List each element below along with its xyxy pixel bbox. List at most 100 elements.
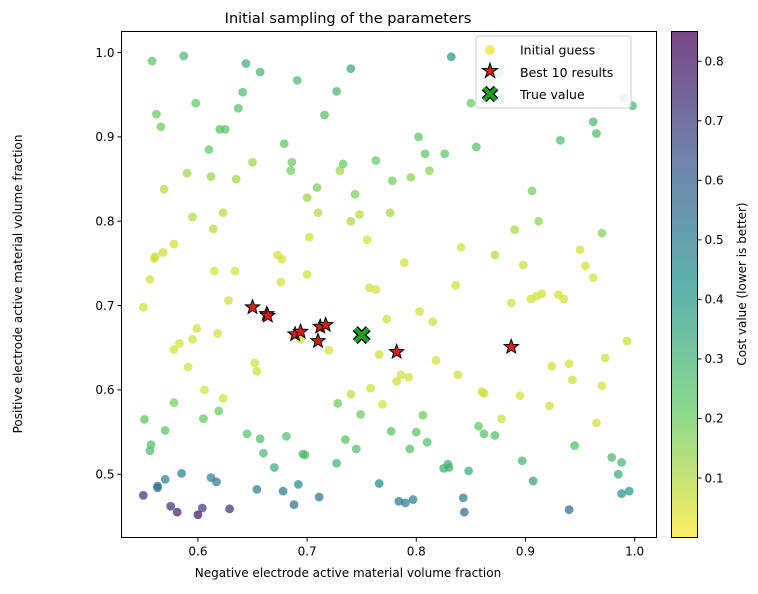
sample-point	[418, 410, 428, 420]
sample-point	[617, 458, 626, 467]
sample-point	[588, 117, 598, 127]
sample-point	[289, 500, 299, 510]
best-result-point	[502, 337, 520, 355]
sample-point	[564, 359, 574, 369]
sample-point	[597, 381, 607, 391]
sample-point	[312, 183, 322, 192]
sample-point	[479, 429, 489, 439]
true-value-point-fill	[353, 327, 370, 344]
sample-point	[518, 260, 528, 270]
sample-point	[559, 294, 569, 304]
sample-point	[371, 156, 381, 165]
sample-point	[192, 323, 202, 333]
sample-point	[392, 377, 402, 386]
sample-point	[188, 334, 197, 344]
sample-point	[404, 372, 414, 382]
sample-point	[378, 399, 387, 409]
best-result-point	[292, 322, 310, 339]
sample-point	[335, 166, 345, 176]
best-result-point	[309, 332, 327, 349]
sample-point	[350, 189, 360, 199]
sample-point	[208, 224, 218, 234]
sample-point	[218, 208, 228, 218]
sample-point	[166, 501, 176, 511]
sample-point	[138, 302, 148, 312]
sample-point	[332, 458, 341, 468]
sample-point	[314, 492, 324, 502]
sample-point	[209, 266, 219, 276]
sample-point	[456, 242, 466, 252]
sample-point	[169, 239, 179, 249]
sample-point	[252, 366, 262, 376]
sample-point	[515, 391, 525, 401]
sample-point	[510, 225, 519, 235]
sample-point	[600, 353, 610, 363]
sample-point	[411, 427, 421, 437]
sample-point	[597, 228, 607, 238]
sample-point	[287, 157, 297, 167]
sample-point	[400, 498, 410, 508]
sample-point	[224, 296, 233, 305]
sample-point	[386, 426, 396, 436]
sample-point	[248, 157, 257, 167]
legend-label-best-results: Best 10 results	[520, 65, 613, 80]
sample-point	[252, 485, 262, 494]
sample-point	[156, 122, 166, 132]
colorbar-tick-label: 0.7	[705, 114, 724, 128]
points-layer	[138, 51, 637, 520]
colorbar-label: Cost value (lower is better)	[735, 202, 749, 365]
sample-point	[346, 64, 356, 74]
sample-point	[490, 431, 500, 440]
sample-point	[206, 172, 216, 181]
sample-point	[191, 98, 201, 108]
sample-point	[431, 356, 441, 365]
sample-point	[382, 314, 392, 324]
sample-point	[453, 370, 463, 380]
sample-point	[255, 434, 265, 444]
sample-point	[212, 477, 221, 487]
sample-point	[459, 507, 469, 517]
sample-point	[575, 245, 585, 255]
sample-point	[374, 350, 384, 359]
sample-point	[444, 463, 454, 472]
y-tick-label: 0.6	[95, 383, 114, 397]
sample-point	[464, 466, 474, 476]
x-tick-label: 0.6	[188, 545, 207, 559]
legend-label-initial-guess: Initial guess	[520, 43, 595, 58]
sample-point	[405, 444, 415, 454]
sample-point	[302, 269, 312, 279]
colorbar-gradient	[671, 31, 697, 538]
sample-point	[304, 232, 314, 242]
chart-title: Initial sampling of the parameters	[225, 11, 472, 27]
y-tick-label: 0.7	[95, 299, 114, 313]
y-tick-label: 0.8	[95, 215, 114, 229]
sample-point	[320, 110, 329, 120]
sample-point	[293, 479, 303, 489]
x-tick-label: 0.7	[298, 545, 317, 559]
y-axis-label: Positive electrode active material volum…	[11, 135, 25, 434]
colorbar-tick-label: 0.2	[705, 412, 724, 426]
sample-point	[497, 414, 506, 423]
sample-point	[147, 56, 157, 66]
sample-point	[169, 345, 179, 354]
sample-point	[592, 129, 601, 138]
sample-point	[269, 463, 279, 472]
sample-point	[415, 307, 424, 316]
sample-point	[399, 258, 409, 267]
y-tick-label: 1.0	[95, 46, 114, 60]
legend-marker-best-results	[480, 61, 500, 79]
sample-point	[286, 166, 296, 176]
sample-point	[622, 336, 632, 346]
sample-point	[174, 339, 184, 348]
sample-point	[183, 362, 193, 372]
sample-point	[153, 483, 162, 493]
sample-point	[172, 507, 182, 517]
sample-point	[564, 505, 574, 515]
sample-point	[241, 59, 251, 68]
sample-point	[230, 266, 240, 276]
sample-point	[204, 145, 214, 154]
sample-point	[160, 474, 170, 484]
sample-point	[506, 298, 516, 308]
x-axis: 0.6 0.7 0.8 0.9 1.0	[188, 537, 644, 559]
sample-point	[534, 216, 543, 226]
